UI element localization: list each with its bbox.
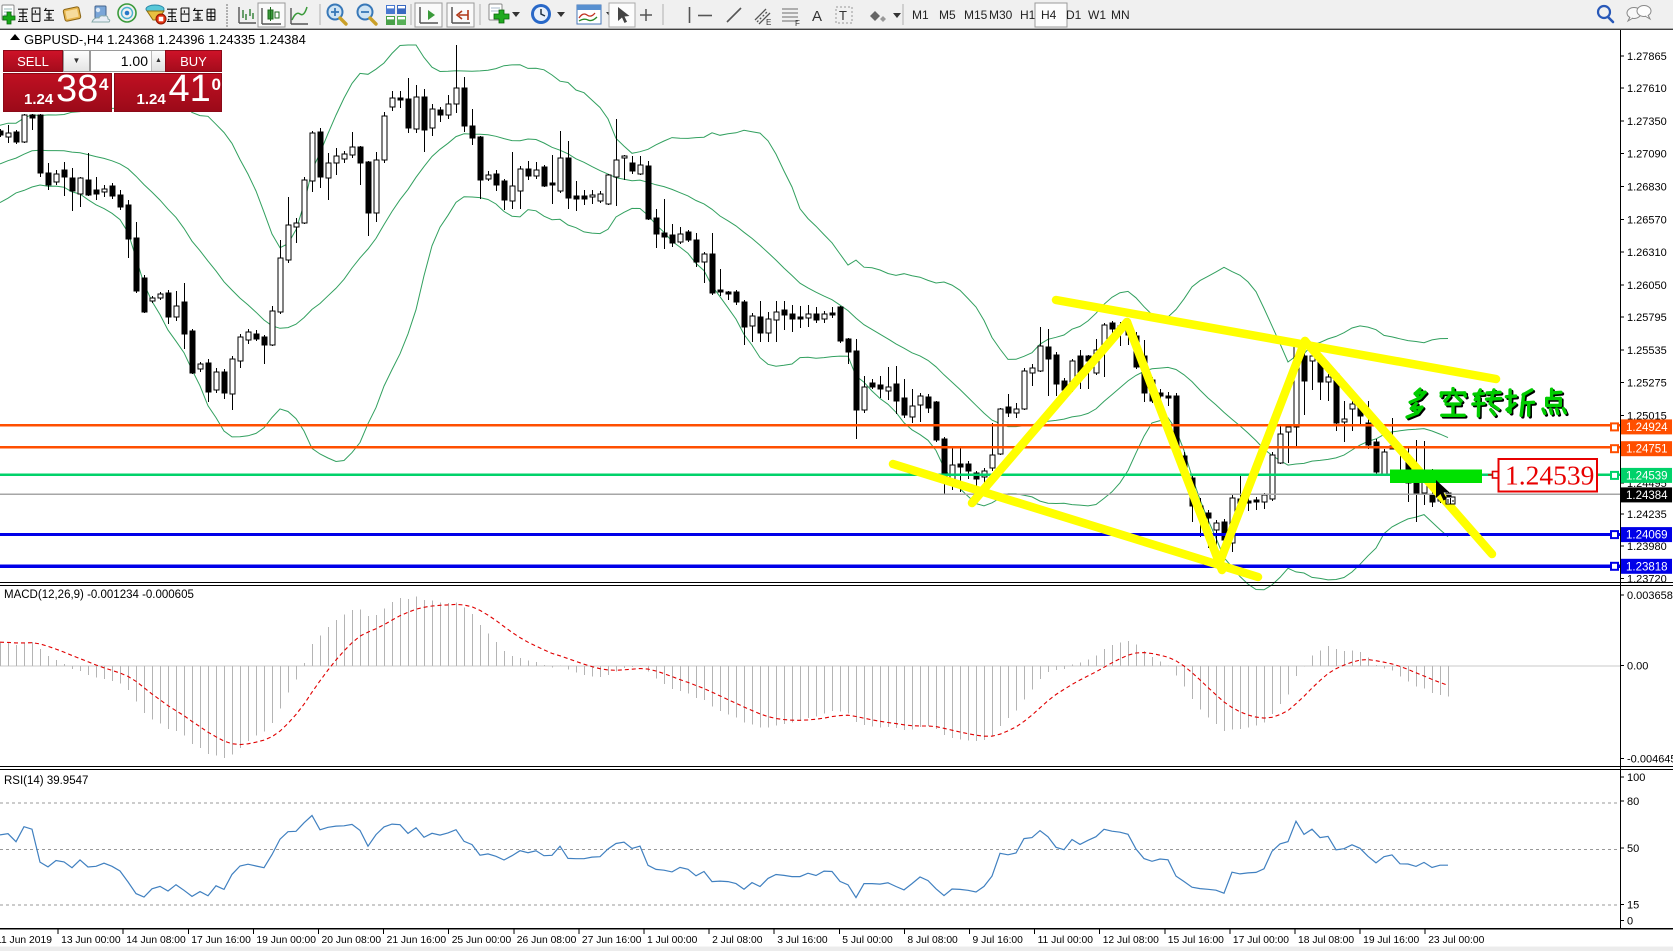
svg-text:12 Jul 08:00: 12 Jul 08:00 [1103, 935, 1159, 946]
svg-text:1.23980: 1.23980 [1627, 541, 1667, 553]
svg-text:23 Jul 00:00: 23 Jul 00:00 [1428, 935, 1484, 946]
svg-text:T: T [839, 8, 847, 23]
svg-text:100: 100 [1627, 772, 1645, 784]
svg-text:D1: D1 [1066, 8, 1082, 22]
svg-text:21 Jun 16:00: 21 Jun 16:00 [387, 935, 447, 946]
svg-text:27 Jun 16:00: 27 Jun 16:00 [582, 935, 642, 946]
svg-text:2 Jul 08:00: 2 Jul 08:00 [712, 935, 763, 946]
svg-text:W1: W1 [1088, 8, 1106, 22]
svg-text:M15: M15 [964, 8, 988, 22]
svg-text:H4: H4 [1041, 8, 1057, 22]
svg-text:11 Jun 2019: 11 Jun 2019 [0, 935, 52, 946]
svg-text:1.24069: 1.24069 [1626, 530, 1668, 542]
svg-text:0: 0 [1627, 916, 1633, 928]
svg-text:-0.004645: -0.004645 [1627, 753, 1673, 765]
svg-text:19 Jun 00:00: 19 Jun 00:00 [256, 935, 316, 946]
svg-text:1.26570: 1.26570 [1627, 214, 1667, 226]
svg-text:1.25275: 1.25275 [1627, 378, 1667, 390]
svg-text:1.24235: 1.24235 [1627, 509, 1667, 521]
svg-text:8 Jul 08:00: 8 Jul 08:00 [907, 935, 958, 946]
svg-text:3 Jul 16:00: 3 Jul 16:00 [777, 935, 828, 946]
svg-text:20 Jun 08:00: 20 Jun 08:00 [322, 935, 382, 946]
svg-text:17 Jul 00:00: 17 Jul 00:00 [1233, 935, 1289, 946]
svg-text:25 Jun 00:00: 25 Jun 00:00 [452, 935, 512, 946]
svg-text:RSI(14) 39.9547: RSI(14) 39.9547 [4, 775, 88, 787]
svg-text:1.27610: 1.27610 [1627, 83, 1667, 95]
svg-text:1.26830: 1.26830 [1627, 182, 1667, 194]
svg-text:M30: M30 [989, 8, 1013, 22]
svg-text:19 Jul 16:00: 19 Jul 16:00 [1363, 935, 1419, 946]
svg-text:MN: MN [1111, 8, 1130, 22]
svg-text:1.24539: 1.24539 [1626, 470, 1668, 482]
svg-text:1.23818: 1.23818 [1626, 561, 1668, 573]
svg-text:1 Jul 00:00: 1 Jul 00:00 [647, 935, 698, 946]
svg-text:MACD(12,26,9) -0.001234 -0.000: MACD(12,26,9) -0.001234 -0.000605 [4, 589, 194, 601]
svg-text:14 Jun 08:00: 14 Jun 08:00 [126, 935, 186, 946]
svg-text:1.23720: 1.23720 [1627, 574, 1667, 586]
svg-text:M1: M1 [912, 8, 929, 22]
svg-text:M5: M5 [939, 8, 956, 22]
svg-text:17 Jun 16:00: 17 Jun 16:00 [191, 935, 251, 946]
svg-text:1.24384: 1.24384 [1626, 490, 1668, 502]
svg-text:1.25535: 1.25535 [1627, 345, 1667, 357]
svg-text:0.00: 0.00 [1627, 661, 1648, 673]
svg-text:1.24539: 1.24539 [1505, 460, 1594, 491]
svg-text:50: 50 [1627, 843, 1639, 855]
svg-text:H1: H1 [1020, 8, 1036, 22]
svg-text:0.003658: 0.003658 [1627, 590, 1673, 602]
svg-text:1.26050: 1.26050 [1627, 280, 1667, 292]
svg-text:15: 15 [1627, 900, 1639, 912]
svg-text:9 Jul 16:00: 9 Jul 16:00 [973, 935, 1024, 946]
svg-text:1.27865: 1.27865 [1627, 51, 1667, 63]
svg-text:11 Jul 00:00: 11 Jul 00:00 [1038, 935, 1094, 946]
svg-text:F: F [795, 19, 800, 28]
svg-text:80: 80 [1627, 796, 1639, 808]
svg-text:1.24751: 1.24751 [1626, 444, 1668, 456]
svg-text:13 Jun 00:00: 13 Jun 00:00 [61, 935, 121, 946]
svg-text:A: A [812, 8, 822, 25]
svg-text:1.25795: 1.25795 [1627, 312, 1667, 324]
svg-text:1.24924: 1.24924 [1626, 422, 1668, 434]
svg-text:18 Jul 08:00: 18 Jul 08:00 [1298, 935, 1354, 946]
svg-text:GBPUSD-,H4 1.24368 1.24396 1.: GBPUSD-,H4 1.24368 1.24396 1.24335 1.243… [24, 32, 306, 47]
svg-text:15 Jul 16:00: 15 Jul 16:00 [1168, 935, 1224, 946]
svg-text:1.26310: 1.26310 [1627, 247, 1667, 259]
svg-text:1.27350: 1.27350 [1627, 116, 1667, 128]
svg-text:1.27090: 1.27090 [1627, 149, 1667, 161]
svg-text:5 Jul 00:00: 5 Jul 00:00 [842, 935, 893, 946]
svg-text:E: E [766, 18, 771, 27]
svg-text:26 Jun 08:00: 26 Jun 08:00 [517, 935, 577, 946]
